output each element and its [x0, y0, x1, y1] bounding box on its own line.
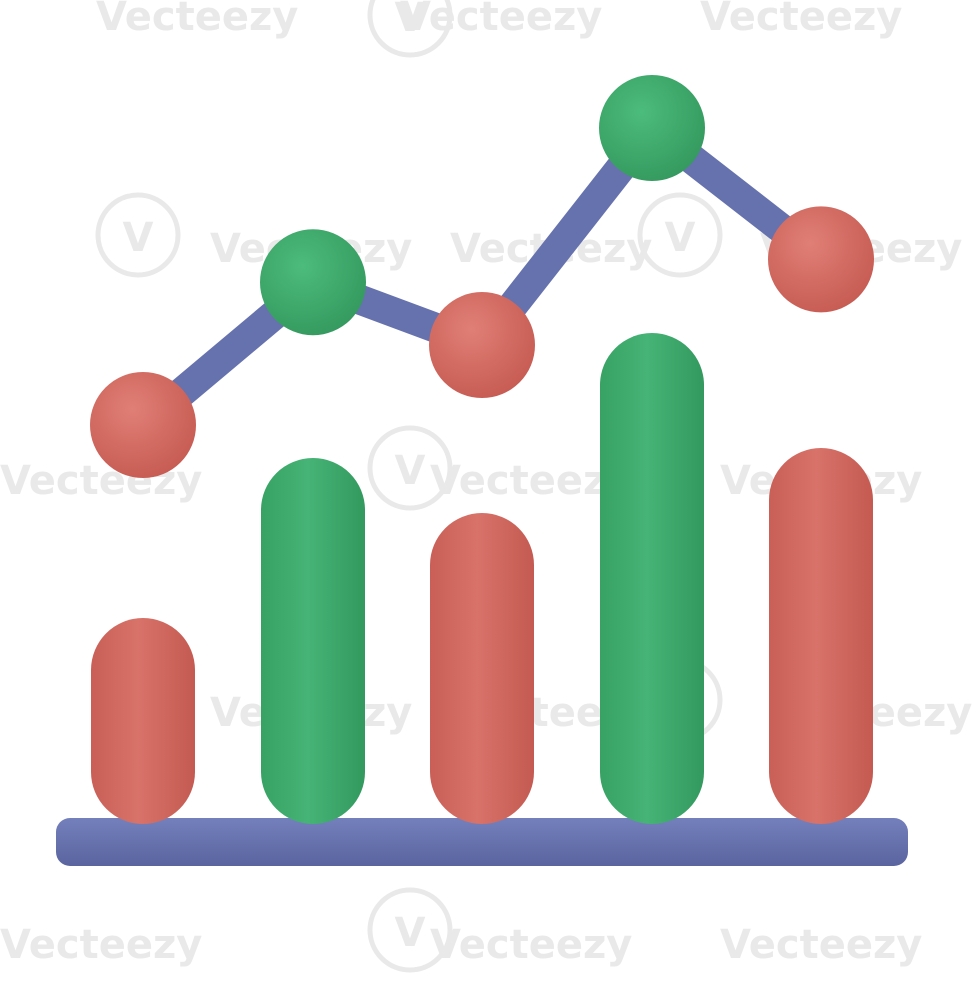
watermark-text: Vecteezy — [0, 922, 202, 968]
chart-baseline — [56, 818, 908, 866]
svg-text:V: V — [395, 0, 426, 41]
trend-point-1 — [90, 372, 196, 478]
watermark-text: Vecteezy — [400, 0, 602, 40]
watermark-text: Vecteezy — [430, 458, 632, 504]
chart-bar-4 — [600, 333, 704, 824]
svg-text:V: V — [395, 448, 426, 494]
chart-bar-2 — [261, 458, 365, 824]
chart-bar-5 — [769, 448, 873, 824]
svg-text:V: V — [123, 215, 154, 261]
watermark-logo-icon: V — [367, 425, 453, 511]
watermark-text: Vecteezy — [720, 922, 922, 968]
watermark-logo-icon: V — [367, 0, 453, 58]
svg-text:V: V — [665, 215, 696, 261]
watermark-text: Vecteezy — [700, 0, 902, 40]
chart-bar-3 — [430, 513, 534, 824]
watermark-text: Vecteezy — [430, 922, 632, 968]
trend-point-2 — [260, 229, 366, 336]
watermark-logo-icon: V — [367, 887, 453, 973]
trend-point-3 — [429, 292, 535, 399]
watermark-logo-icon: V — [637, 192, 723, 278]
trend-point-5 — [768, 206, 874, 313]
watermark-logo-icon: V — [95, 192, 181, 278]
chart-bar-1 — [91, 618, 195, 824]
svg-text:V: V — [395, 910, 426, 956]
trend-point-4 — [599, 75, 705, 181]
watermark-text: Vecteezy — [96, 0, 298, 40]
